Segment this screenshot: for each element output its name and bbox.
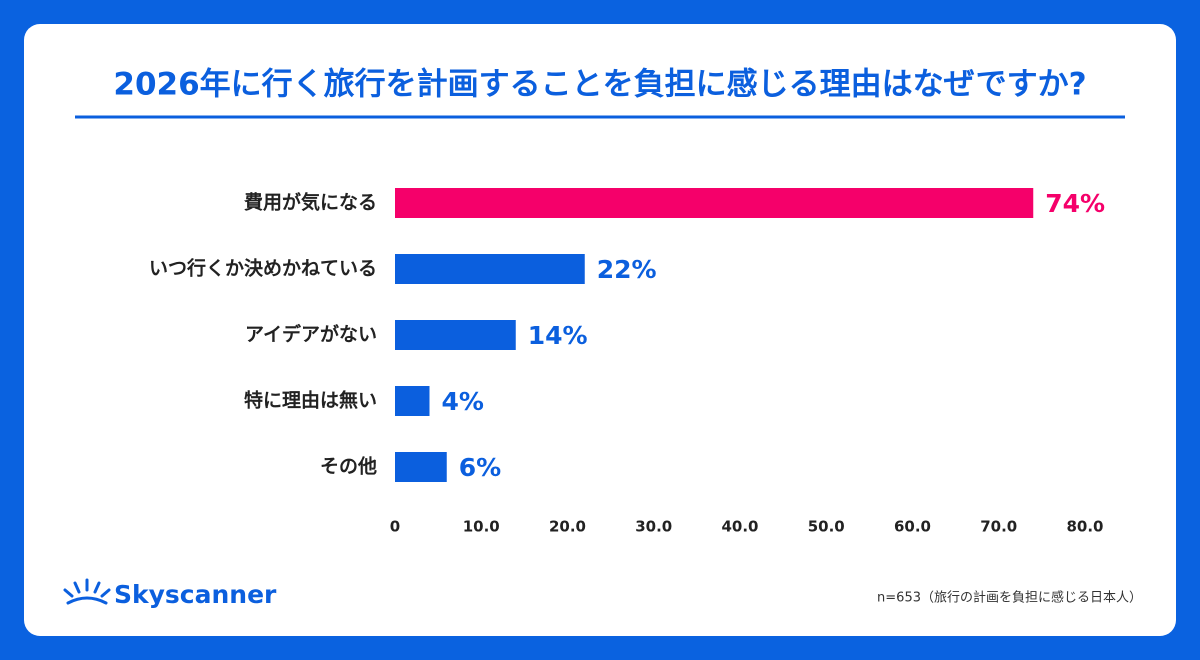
x-tick-label: 20.0 xyxy=(549,518,586,536)
logo-curve xyxy=(66,596,108,605)
y-tick-label: アイデアがない xyxy=(245,323,377,346)
value-label: 74% xyxy=(1045,189,1105,218)
logo-ray xyxy=(93,581,101,594)
bar xyxy=(395,254,585,284)
x-tick-label: 40.0 xyxy=(721,518,758,536)
card xyxy=(24,24,1176,636)
bar xyxy=(395,386,430,416)
value-label: 4% xyxy=(442,387,484,416)
value-label: 14% xyxy=(528,321,588,350)
value-label: 22% xyxy=(597,255,657,284)
x-tick-label: 60.0 xyxy=(894,518,931,536)
y-tick-label: 特に理由は無い xyxy=(244,389,377,412)
y-tick-label: 費用が気になる xyxy=(244,191,377,214)
chart-title: 2026年に行く旅行を計画することを負担に感じる理由はなぜですか? xyxy=(113,67,1086,103)
bar xyxy=(395,320,516,350)
value-label: 6% xyxy=(459,453,501,482)
bar xyxy=(395,452,447,482)
x-tick-label: 80.0 xyxy=(1066,518,1103,536)
x-tick-label: 70.0 xyxy=(980,518,1017,536)
x-tick-label: 30.0 xyxy=(635,518,672,536)
x-tick-label: 10.0 xyxy=(463,518,500,536)
logo-ray xyxy=(73,581,81,594)
y-tick-label: いつ行くか決めかねている xyxy=(149,257,377,280)
sample-note: n=653（旅行の計画を負担に感じる日本人） xyxy=(877,590,1142,606)
brand-name: Skyscanner xyxy=(114,580,277,609)
logo-ray xyxy=(100,588,111,598)
brand-logo xyxy=(63,578,111,605)
x-tick-label: 0 xyxy=(390,518,400,536)
logo-ray xyxy=(63,588,74,598)
y-tick-label: その他 xyxy=(320,455,377,478)
bar xyxy=(395,188,1034,218)
x-tick-label: 50.0 xyxy=(808,518,845,536)
